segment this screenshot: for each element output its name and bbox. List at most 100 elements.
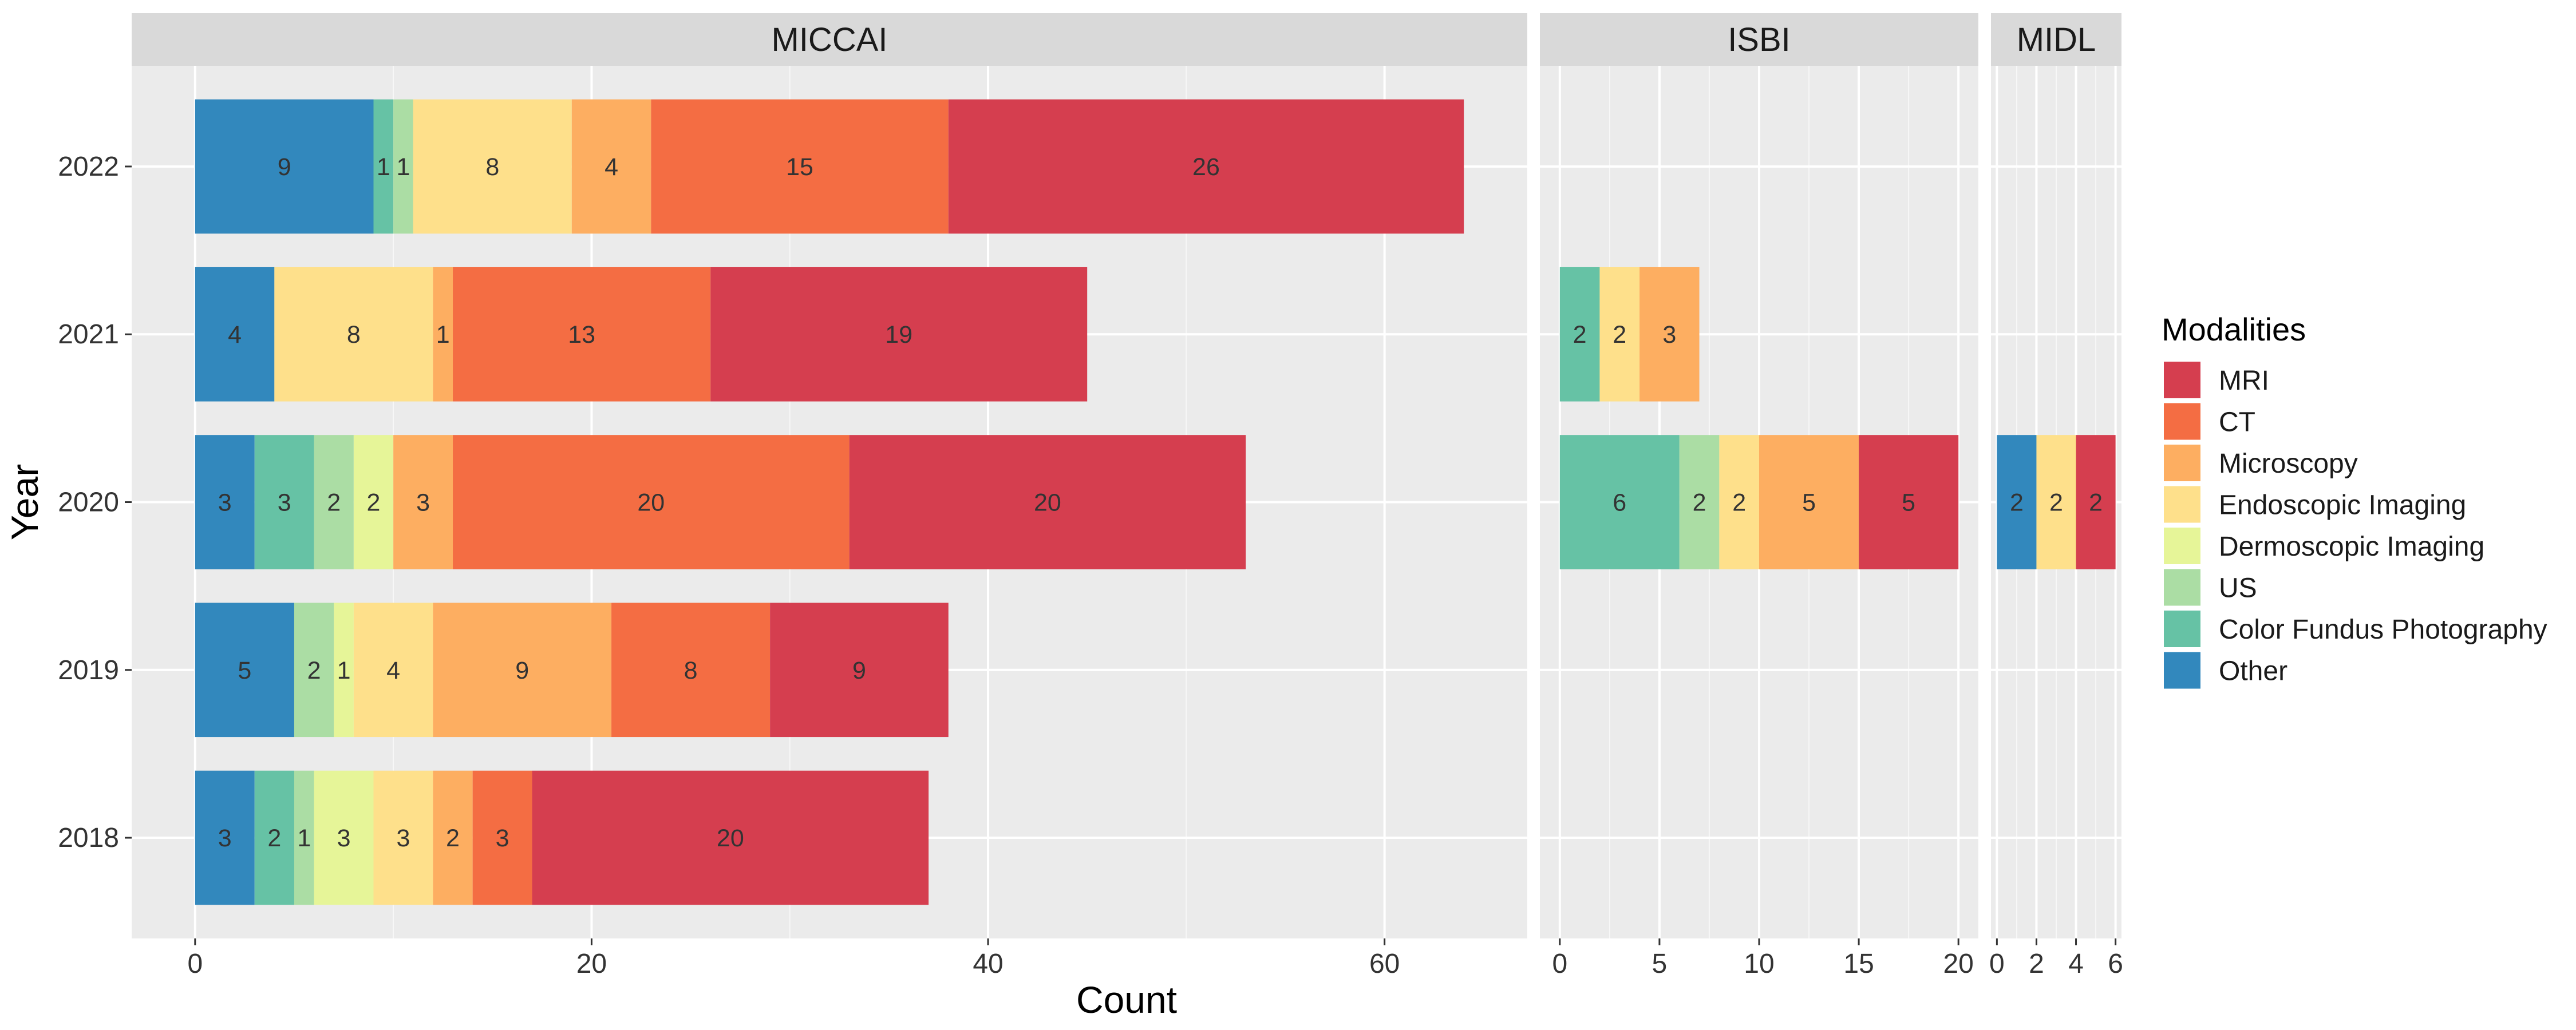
x-tick-label: 10 [1744, 949, 1774, 979]
bar-segment [195, 435, 255, 569]
bar-segment [433, 267, 453, 402]
bar-segment [373, 99, 394, 234]
bar-segment [393, 435, 453, 569]
bar-segment [195, 770, 255, 905]
bar-segment [413, 99, 572, 234]
legend-label: Endoscopic Imaging [2219, 490, 2466, 521]
y-tick-label: 2022 [58, 152, 119, 182]
x-tick-label: 0 [1552, 949, 1567, 979]
y-axis-title: Year [3, 464, 46, 540]
bar-segment-label: 8 [347, 321, 361, 348]
bar-segment-label: 5 [1902, 489, 1915, 517]
bar-segment-label: 9 [852, 657, 866, 684]
bar-segment [2036, 435, 2076, 569]
legend-label: MRI [2219, 366, 2269, 396]
bar-segment [532, 770, 929, 905]
bar-segment-label: 3 [396, 825, 410, 852]
bar-segment-label: 3 [218, 825, 232, 852]
bar-segment [1639, 267, 1700, 402]
bar-segment-label: 13 [568, 321, 595, 348]
legend-key [2164, 652, 2200, 689]
y-tick-label: 2019 [58, 655, 119, 686]
bar-segment-label: 2 [1732, 489, 1746, 517]
x-axis: Count [1076, 978, 1177, 1021]
bar-segment-label: 2 [2089, 489, 2103, 517]
facet-strip-label: MIDL [2017, 21, 2096, 58]
bar-segment [453, 435, 850, 569]
legend-label: Other [2219, 656, 2287, 687]
x-tick-label: 60 [1369, 949, 1400, 979]
bar-segment-label: 20 [717, 825, 744, 852]
legend-label: Microscopy [2219, 449, 2358, 479]
y-tick-label: 2021 [58, 319, 119, 350]
x-tick-label: 2 [2029, 949, 2044, 979]
legend-key [2164, 611, 2200, 647]
bar-segment-label: 6 [1613, 489, 1626, 517]
bar-segment [571, 99, 651, 234]
legend-key [2164, 445, 2200, 481]
facet-strip [1540, 13, 1978, 66]
bar-segment [1719, 435, 1759, 569]
bar-segment [334, 603, 354, 738]
x-tick-label: 4 [2068, 949, 2084, 979]
bar-segment-label: 2 [2049, 489, 2063, 517]
legend-key [2164, 486, 2200, 523]
bar-segment [1859, 435, 1959, 569]
bar-segment-label: 2 [327, 489, 341, 517]
legend-title: Modalities [2162, 311, 2306, 347]
bar-segment-label: 15 [786, 153, 813, 181]
bar-segment-label: 4 [386, 657, 400, 684]
bar-segment-label: 8 [485, 153, 499, 181]
bar-segment [1997, 435, 2037, 569]
bar-segment [294, 770, 314, 905]
x-tick-label: 5 [1652, 949, 1668, 979]
bar-segment [1599, 267, 1640, 402]
bar-segment [294, 603, 334, 738]
bar-segment [274, 267, 433, 402]
legend-label: US [2219, 573, 2257, 604]
facet-strip-label: ISBI [1728, 21, 1791, 58]
x-tick-label: 20 [1943, 949, 1973, 979]
legend: Modalities MRI CT Microscopy Endoscopic Ima… [2162, 311, 2547, 689]
facet-strip [1991, 13, 2121, 66]
bar-segment-label: 1 [297, 825, 311, 852]
bar-segment-label: 3 [416, 489, 430, 517]
legend-label: CT [2219, 407, 2255, 438]
bar-segment [433, 603, 612, 738]
bar-segment [353, 435, 394, 569]
legend-key [2164, 569, 2200, 606]
legend-key [2164, 403, 2200, 440]
bar-segment [472, 770, 532, 905]
bar-segment [314, 770, 374, 905]
bar-segment [195, 603, 294, 738]
bar-segment-label: 3 [496, 825, 509, 852]
x-tick-label: 40 [973, 949, 1003, 979]
bar-segment [770, 603, 949, 738]
bar-segment [1679, 435, 1720, 569]
bar-segment-label: 1 [377, 153, 390, 181]
bar-segment [611, 603, 771, 738]
bar-segment-label: 2 [307, 657, 321, 684]
bar-segment [254, 435, 314, 569]
bar-segment [195, 99, 374, 234]
legend-label: Color Fundus Photography [2219, 615, 2547, 645]
bar-segment-label: 2 [1693, 489, 1706, 517]
bar-segment [948, 99, 1464, 234]
bar-segment-label: 26 [1192, 153, 1220, 181]
legend-key [2164, 528, 2200, 564]
bar-segment [373, 770, 433, 905]
facet-strip [132, 13, 1527, 66]
y-tick-label: 2018 [58, 823, 119, 853]
bar-segment-label: 9 [278, 153, 291, 181]
bar-segment-label: 2 [1573, 321, 1587, 348]
bar-segment-label: 1 [436, 321, 450, 348]
bar-segment-label: 1 [337, 657, 351, 684]
bar-segment-label: 20 [637, 489, 665, 517]
bar-segment-label: 5 [238, 657, 251, 684]
bar-segment [314, 435, 354, 569]
bar-segment-label: 2 [2010, 489, 2024, 517]
bar-segment-label: 3 [1662, 321, 1676, 348]
bar-segment [433, 770, 473, 905]
